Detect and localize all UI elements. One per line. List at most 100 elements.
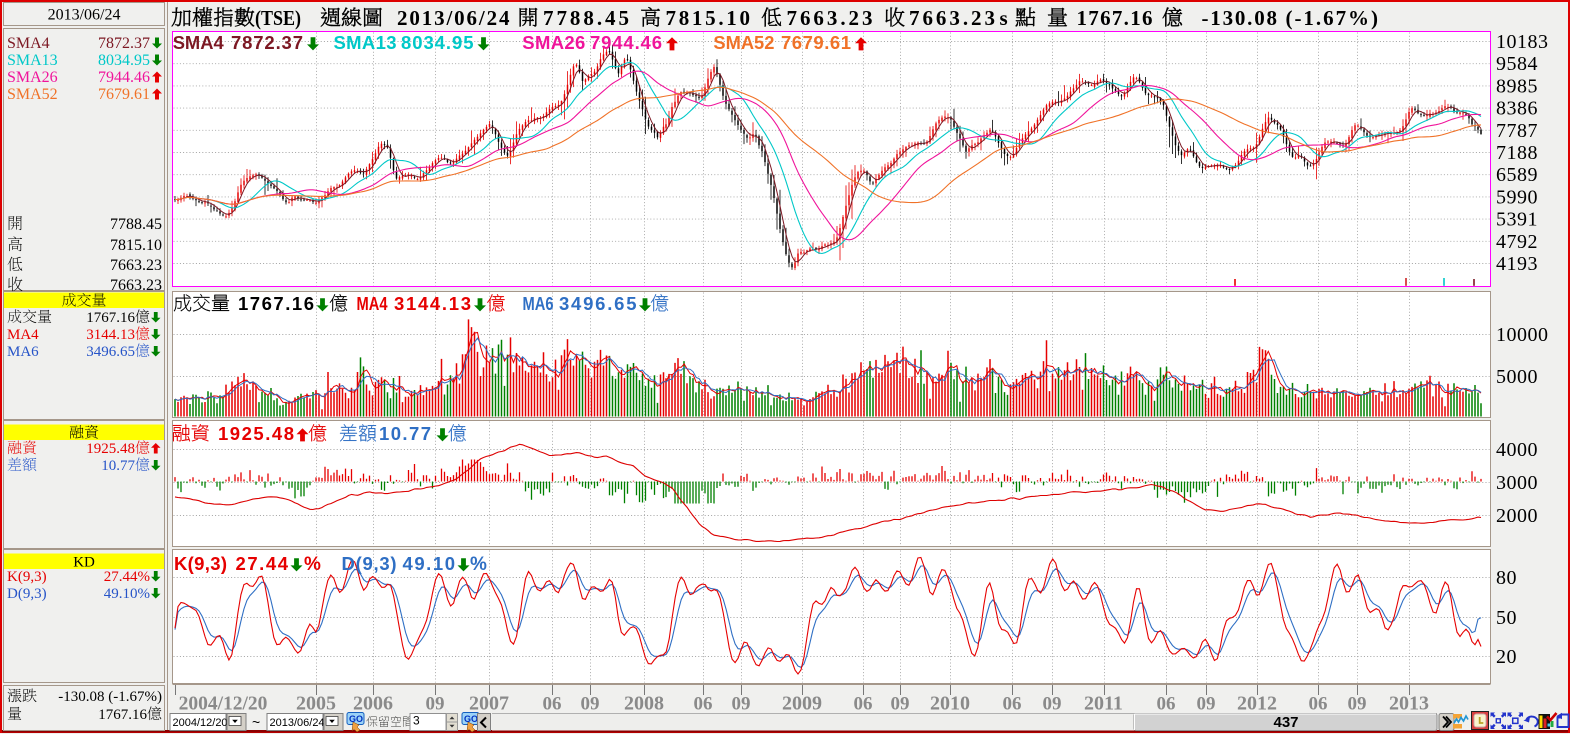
svg-text:06: 06 [1309, 694, 1328, 715]
svg-text:MA6: MA6 [7, 344, 39, 360]
svg-text:2007: 2007 [469, 693, 509, 715]
svg-text:06: 06 [543, 694, 562, 715]
svg-text:7944.46: 7944.46 [98, 69, 150, 86]
svg-text:3496.65: 3496.65 [559, 293, 637, 314]
svg-text:(-1.67%): (-1.67%) [1286, 6, 1379, 30]
svg-text:7872.37: 7872.37 [98, 35, 150, 52]
svg-text:06: 06 [854, 694, 873, 715]
svg-text:2009: 2009 [782, 693, 822, 715]
svg-text:1767.16: 1767.16 [98, 707, 147, 723]
svg-text:GO: GO [349, 714, 363, 724]
svg-text:K(9,3): K(9,3) [7, 569, 47, 585]
svg-text:06: 06 [694, 694, 713, 715]
svg-text:80: 80 [1496, 567, 1517, 589]
svg-text:7679.61: 7679.61 [98, 86, 150, 103]
svg-text:MA4: MA4 [357, 293, 389, 314]
svg-text:7787: 7787 [1496, 120, 1538, 142]
svg-text:7663.23: 7663.23 [787, 6, 873, 30]
svg-text:9584: 9584 [1496, 53, 1538, 75]
svg-text:7663.23: 7663.23 [110, 257, 162, 274]
svg-text:09: 09 [426, 694, 445, 715]
svg-text:09: 09 [1043, 694, 1062, 715]
svg-text:4193: 4193 [1496, 253, 1538, 275]
svg-text:SMA13: SMA13 [7, 52, 58, 69]
svg-text:4000: 4000 [1496, 439, 1538, 461]
svg-text:MA4: MA4 [7, 327, 39, 343]
svg-text:2005: 2005 [296, 693, 336, 715]
svg-text:2013/06/24: 2013/06/24 [397, 6, 510, 30]
svg-text:1767.16: 1767.16 [86, 310, 135, 326]
svg-text:(TSE): (TSE) [255, 6, 301, 30]
svg-text:2004/12/20: 2004/12/20 [173, 717, 228, 729]
svg-text:SMA52: SMA52 [7, 86, 58, 103]
svg-text:3144.13: 3144.13 [394, 293, 471, 314]
svg-text:8034.95: 8034.95 [401, 32, 474, 53]
svg-text:09: 09 [891, 694, 910, 715]
svg-text:50: 50 [1496, 607, 1517, 629]
svg-text:49.10: 49.10 [403, 553, 456, 574]
svg-text:~: ~ [252, 714, 260, 730]
svg-text:SMA26: SMA26 [7, 69, 58, 86]
svg-text:2011: 2011 [1084, 693, 1123, 715]
svg-text:8985: 8985 [1496, 75, 1538, 97]
svg-text:10183: 10183 [1496, 31, 1549, 53]
svg-text:-130.08 (-1.67%): -130.08 (-1.67%) [58, 689, 162, 705]
svg-text:2013/06/24: 2013/06/24 [270, 717, 325, 729]
svg-text:10.77: 10.77 [379, 423, 431, 444]
svg-text:1925.48: 1925.48 [86, 441, 135, 457]
svg-text:09: 09 [1197, 694, 1216, 715]
svg-text:D(9,3): D(9,3) [342, 553, 397, 574]
svg-text:06: 06 [1003, 694, 1022, 715]
svg-text:D(9,3): D(9,3) [7, 586, 47, 602]
svg-text:SMA4: SMA4 [173, 32, 225, 53]
svg-text:7663.23: 7663.23 [909, 6, 995, 30]
svg-text:%: % [470, 554, 487, 575]
svg-text:7188: 7188 [1496, 142, 1538, 164]
svg-text:27.44%: 27.44% [104, 569, 150, 585]
svg-text:2012: 2012 [1237, 693, 1277, 715]
svg-text:SMA13: SMA13 [334, 32, 397, 53]
svg-text:10.77: 10.77 [101, 458, 135, 474]
svg-text:2006: 2006 [353, 693, 393, 715]
svg-text:8386: 8386 [1496, 98, 1538, 120]
svg-text:2013: 2013 [1389, 693, 1429, 715]
svg-text:2013/06/24: 2013/06/24 [48, 7, 121, 24]
svg-text:K(9,3): K(9,3) [174, 553, 227, 574]
svg-text:%: % [304, 554, 321, 575]
svg-text:1767.16: 1767.16 [1077, 6, 1153, 30]
svg-text:3496.65: 3496.65 [86, 344, 135, 360]
svg-text:437: 437 [1274, 714, 1299, 731]
svg-text:27.44: 27.44 [236, 553, 289, 574]
svg-text:1767.16: 1767.16 [238, 293, 314, 314]
svg-text:20: 20 [1496, 646, 1517, 668]
svg-text:7815.10: 7815.10 [666, 6, 751, 30]
svg-text:7788.45: 7788.45 [110, 216, 162, 233]
svg-text:3144.13: 3144.13 [86, 327, 135, 343]
svg-text:KD: KD [73, 555, 95, 571]
svg-text:09: 09 [581, 694, 600, 715]
svg-text:49.10%: 49.10% [104, 586, 150, 602]
svg-text:7815.10: 7815.10 [110, 237, 162, 254]
svg-text:SMA52: SMA52 [713, 32, 774, 53]
svg-text:s: s [1000, 6, 1008, 30]
svg-text:-130.08: -130.08 [1202, 6, 1278, 30]
svg-text:09: 09 [732, 694, 751, 715]
svg-text:5990: 5990 [1496, 186, 1538, 208]
svg-text:5000: 5000 [1496, 366, 1538, 388]
svg-text:3000: 3000 [1496, 472, 1538, 494]
svg-text:09: 09 [1348, 694, 1367, 715]
svg-text:5391: 5391 [1496, 209, 1538, 231]
svg-text:SMA4: SMA4 [7, 35, 50, 52]
svg-text:2008: 2008 [624, 693, 664, 715]
svg-text:7788.45: 7788.45 [543, 6, 629, 30]
svg-text:10000: 10000 [1496, 324, 1549, 346]
svg-text:GO: GO [464, 714, 478, 724]
svg-text:6589: 6589 [1496, 164, 1538, 186]
svg-text:2000: 2000 [1496, 505, 1538, 527]
svg-text:7872.37: 7872.37 [231, 32, 303, 53]
svg-text:7944.46: 7944.46 [590, 32, 662, 53]
svg-text:4792: 4792 [1496, 231, 1538, 253]
svg-text:1925.48: 1925.48 [218, 423, 294, 444]
svg-text:06: 06 [1157, 694, 1176, 715]
svg-text:7663.23: 7663.23 [110, 277, 162, 294]
